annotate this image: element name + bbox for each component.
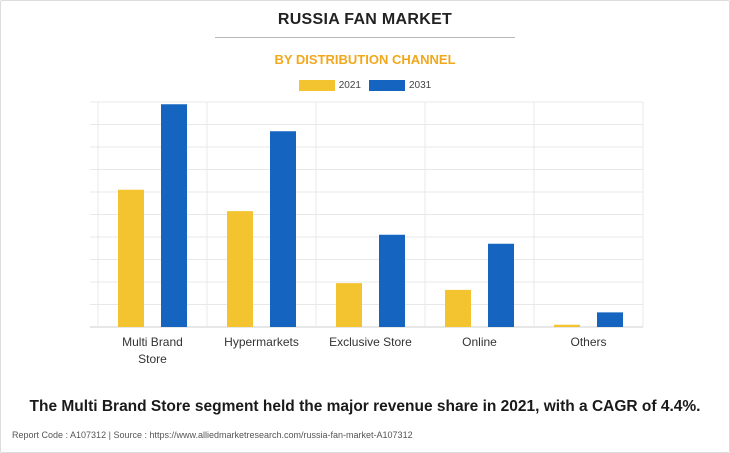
x-tick-label-line: Exclusive Store [329,335,412,349]
chart-title: RUSSIA FAN MARKET [277,11,453,28]
x-tick-label-line: Hypermarkets [224,335,299,349]
bar-others-2031 [597,312,623,327]
legend-swatch-2031 [369,80,405,91]
report-code: Report Code : A107312 [12,430,107,440]
x-tick-label-line: Store [138,352,167,366]
bar-exclusive-store-2031 [379,234,405,327]
x-tick-label: Online [462,335,497,349]
bar-multi-brand-store-2021 [118,189,144,327]
legend-swatch-2021 [298,80,335,91]
report-footer: Report Code : A107312 | Source : https:/… [12,430,413,440]
title-divider [215,37,515,38]
bar-hypermarkets-2031 [270,131,296,327]
legend-label-2031: 2031 [409,80,432,91]
bar-online-2021 [445,289,471,327]
bar-multi-brand-store-2031 [161,104,187,327]
x-tick-label: Hypermarkets [224,335,299,349]
legend-item-2021[interactable]: 2021 [298,80,361,91]
x-tick-label: Multi Brand Store [122,335,183,366]
legend: 2021 2031 [0,80,730,91]
source-citation: Source : https://www.alliedmarketresearc… [113,430,413,440]
x-tick-label-line: Online [462,335,497,349]
x-tick-label: Exclusive Store [329,335,412,349]
bar-others-2021 [554,324,580,327]
footer-separator: | [108,430,111,440]
x-tick-label-line: Others [570,335,606,349]
x-tick-label: Others [570,335,606,349]
legend-label-2021: 2021 [338,80,361,91]
legend-item-2031[interactable]: 2031 [369,80,431,91]
chart-subtitle: BY DISTRIBUTION CHANNEL [274,52,456,67]
bar-hypermarkets-2021 [227,211,253,327]
x-tick-label-line: Multi Brand [122,335,183,349]
bar-online-2031 [488,243,514,327]
chart-caption: The Multi Brand Store segment held the m… [29,398,701,415]
bar-exclusive-store-2021 [336,283,362,327]
